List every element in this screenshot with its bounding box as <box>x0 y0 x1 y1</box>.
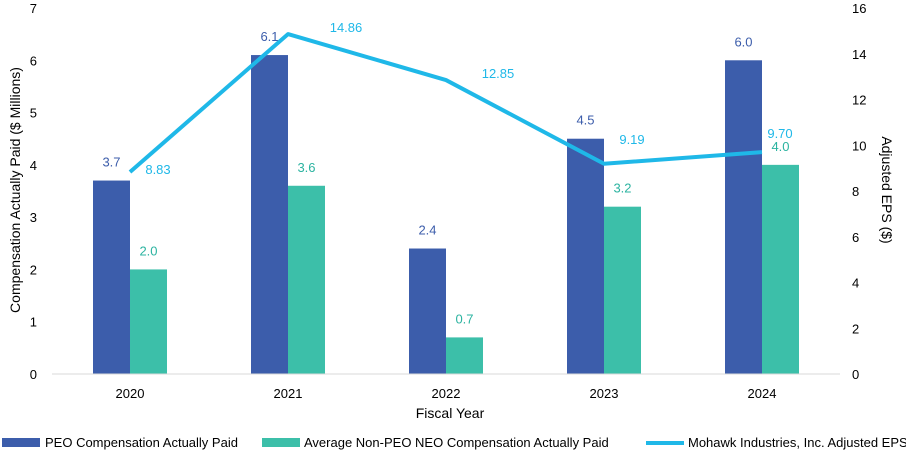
y-tick-1: 1 <box>30 315 37 330</box>
neo-label-2021: 3.6 <box>297 160 315 175</box>
x-axis-title: Fiscal Year <box>416 405 485 421</box>
data-labels-layer: 3.7 2.0 6.1 3.6 2.4 0.7 4.5 3.2 6.0 4.0 8.83 14.86 1… <box>102 20 792 326</box>
legend: PEO Compensation Actually Paid Average No… <box>2 435 906 450</box>
left-axis: 0 1 2 3 4 5 6 7 <box>30 1 37 382</box>
peo-bar-2021 <box>251 55 288 375</box>
legend-peo-swatch <box>2 438 40 447</box>
neo-bar-2022 <box>446 337 483 374</box>
peo-label-2024: 6.0 <box>734 34 752 49</box>
legend-eps-label: Mohawk Industries, Inc. Adjusted EPS <box>688 435 906 450</box>
y2-tick-2: 2 <box>852 321 859 336</box>
peo-bar-2020 <box>93 180 130 374</box>
y-tick-2: 2 <box>30 262 37 277</box>
y-tick-6: 6 <box>30 53 37 68</box>
y-tick-3: 3 <box>30 210 37 225</box>
right-axis: 0 2 4 6 8 10 12 14 16 <box>852 1 866 382</box>
eps-label-2020: 8.83 <box>145 162 170 177</box>
legend-neo-label: Average Non-PEO NEO Compensation Actuall… <box>304 435 609 450</box>
x-tick-2024: 2024 <box>748 386 777 401</box>
y2-tick-0: 0 <box>852 367 859 382</box>
neo-label-2022: 0.7 <box>455 311 473 326</box>
eps-label-2024: 9.70 <box>767 126 792 141</box>
neo-label-2024: 4.0 <box>771 139 789 154</box>
y-tick-5: 5 <box>30 106 37 121</box>
y2-tick-8: 8 <box>852 184 859 199</box>
neo-label-2023: 3.2 <box>613 181 631 196</box>
y-tick-0: 0 <box>30 367 37 382</box>
x-tick-2023: 2023 <box>590 386 619 401</box>
x-tick-2021: 2021 <box>274 386 303 401</box>
x-tick-2020: 2020 <box>116 386 145 401</box>
eps-line <box>128 32 763 174</box>
legend-neo-swatch <box>262 438 300 447</box>
y2-tick-12: 12 <box>852 93 866 108</box>
eps-line-layer <box>128 32 763 174</box>
eps-label-2022: 12.85 <box>482 66 515 81</box>
y2-axis-title: Adjusted EPS ($) <box>879 136 895 243</box>
y2-tick-4: 4 <box>852 276 859 291</box>
y2-tick-10: 10 <box>852 138 866 153</box>
neo-bar-2023 <box>604 206 641 374</box>
y-axis-title: Compensation Actually Paid ($ Millions) <box>7 67 23 313</box>
eps-label-2021: 14.86 <box>330 20 363 35</box>
bars-layer <box>93 55 799 375</box>
x-axis: 2020 2021 2022 2023 2024 <box>52 373 840 401</box>
x-tick-2022: 2022 <box>432 386 461 401</box>
peo-label-2020: 3.7 <box>102 155 120 170</box>
y2-tick-16: 16 <box>852 1 866 16</box>
peo-bar-2022 <box>409 248 446 374</box>
peo-label-2021: 6.1 <box>260 29 278 44</box>
legend-peo-label: PEO Compensation Actually Paid <box>45 435 238 450</box>
neo-bar-2021 <box>288 185 325 374</box>
y-tick-7: 7 <box>30 1 37 16</box>
y-tick-4: 4 <box>30 158 37 173</box>
neo-label-2020: 2.0 <box>139 243 157 258</box>
neo-bar-2024 <box>762 164 799 374</box>
y2-tick-6: 6 <box>852 230 859 245</box>
peo-label-2023: 4.5 <box>576 113 594 128</box>
peo-bar-2024 <box>725 60 762 375</box>
peo-label-2022: 2.4 <box>418 223 436 238</box>
eps-label-2023: 9.19 <box>619 132 644 147</box>
peo-bar-2023 <box>567 138 604 374</box>
neo-bar-2020 <box>130 269 167 374</box>
y2-tick-14: 14 <box>852 47 866 62</box>
